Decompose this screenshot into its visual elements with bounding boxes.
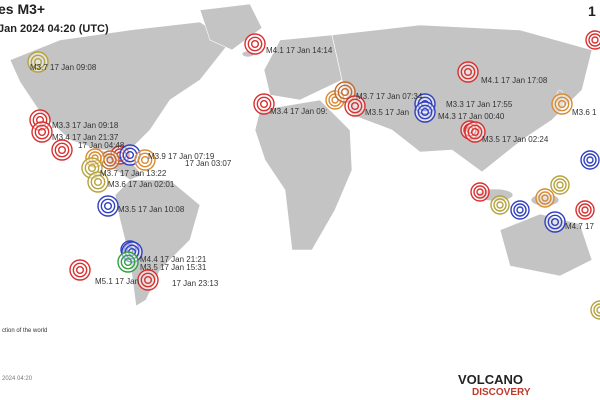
quake-ring xyxy=(581,206,589,214)
quake-ring xyxy=(586,156,594,164)
quake-label: M3.7 17 Jan 07:34 xyxy=(356,92,423,101)
quake-ring xyxy=(578,203,592,217)
quake-label: M3.3 17 Jan 17:55 xyxy=(446,100,513,109)
quake-ring xyxy=(553,178,567,192)
quake-label: M4.1 17 Jan 14:14 xyxy=(266,46,333,55)
quake-ring xyxy=(34,124,50,140)
quake-label: M3.6 1 xyxy=(572,108,597,117)
quake-ring xyxy=(556,181,564,189)
quake-ring xyxy=(417,104,433,120)
quake-label: M3.7 17 Jan 09:08 xyxy=(30,63,97,72)
quake-ring xyxy=(596,306,600,314)
quake-ring xyxy=(259,99,269,109)
quake-ring xyxy=(140,155,150,165)
quake-ring xyxy=(256,96,272,112)
south-america xyxy=(114,179,201,307)
quake-ring xyxy=(106,156,114,164)
quake-ring xyxy=(541,194,549,202)
quake-ring xyxy=(103,201,113,211)
quake-ring xyxy=(585,30,600,50)
quake-label: M4.1 17 Jan 17:08 xyxy=(481,76,548,85)
quake-ring xyxy=(100,198,116,214)
quake-ring xyxy=(496,201,504,209)
footer-time: 2024 04:20 xyxy=(2,376,33,382)
quake-label: M3.5 17 Jan 10:08 xyxy=(118,205,185,214)
quake-layer xyxy=(27,30,600,320)
quake-ring xyxy=(337,84,353,100)
quake-label: M3.5 17 Jan xyxy=(365,108,409,117)
quake-ring xyxy=(467,124,483,140)
quake-ring xyxy=(593,303,600,317)
quake-ring xyxy=(516,206,524,214)
quake-label: M4.4 17 Jan 21:21 xyxy=(140,255,207,264)
quake-ring xyxy=(90,174,106,190)
quake-ring xyxy=(93,177,103,187)
quake-ring xyxy=(123,257,133,267)
quake-ring xyxy=(350,101,360,111)
subtitle: Jan 2024 04:20 (UTC) xyxy=(0,23,109,35)
quake-label: M3.6 17 Jan 02:01 xyxy=(108,180,175,189)
quake-ring xyxy=(513,203,527,217)
quake-ring xyxy=(87,163,97,173)
quake-label: M3.3 17 Jan 09:18 xyxy=(52,121,119,130)
quake-ring xyxy=(340,87,350,97)
quake-label: M5.1 17 Jan xyxy=(95,277,139,286)
quake-ring xyxy=(588,33,600,47)
quake-label: 17 Jan 23:13 xyxy=(172,279,219,288)
quake-ring xyxy=(250,39,260,49)
logo-line1: VOLCANO xyxy=(458,372,523,387)
quake-ring xyxy=(30,54,46,70)
quake-ring xyxy=(460,64,476,80)
quake-ring xyxy=(557,99,567,109)
quake-ring xyxy=(591,36,599,44)
quake-label: M3.5 17 Jan 15:31 xyxy=(140,263,207,272)
quake-ring xyxy=(125,150,135,160)
quake-ring xyxy=(550,217,560,227)
quake-ring xyxy=(54,142,70,158)
quake-ring xyxy=(473,185,487,199)
quake-ring xyxy=(37,127,47,137)
quake-ring xyxy=(547,214,563,230)
quake-label: M3.9 17 Jan 07:19 xyxy=(148,152,215,161)
quake-ring xyxy=(590,300,600,320)
quake-ring xyxy=(33,57,43,67)
quake-ring xyxy=(538,191,552,205)
africa xyxy=(254,99,353,251)
logo-line2: DISCOVERY xyxy=(472,387,531,398)
quake-label: 17 Jan 03:07 xyxy=(185,159,232,168)
quake-ring xyxy=(72,262,88,278)
quake-ring xyxy=(137,152,153,168)
quake-ring xyxy=(57,145,67,155)
footer-note: ction of the world xyxy=(2,328,47,334)
quake-ring xyxy=(75,265,85,275)
quake-ring xyxy=(120,254,136,270)
quake-ring xyxy=(143,275,153,285)
quake-ring xyxy=(493,198,507,212)
title: es M3+ xyxy=(0,1,45,17)
quake-label: M4.3 17 Jan 00:40 xyxy=(438,112,505,121)
quake-label: M4.7 17 xyxy=(565,222,594,231)
quake-label: M3.7 17 Jan 13:22 xyxy=(100,169,167,178)
quake-ring xyxy=(420,107,430,117)
quake-ring xyxy=(470,127,480,137)
quake-label: M3.4 17 Jan 09: xyxy=(270,107,327,116)
asia xyxy=(331,24,593,173)
quake-ring xyxy=(554,96,570,112)
quake-label: M3.5 17 Jan 02:24 xyxy=(482,135,549,144)
quake-ring xyxy=(140,272,156,288)
quake-ring xyxy=(583,153,597,167)
quake-ring xyxy=(463,67,473,77)
quake-ring xyxy=(476,188,484,196)
quake-label: 17 Jan 04:48 xyxy=(78,141,125,150)
quake-ring xyxy=(347,98,363,114)
quake-ring xyxy=(247,36,263,52)
corner-text: 1 xyxy=(588,3,596,19)
australia xyxy=(499,213,593,277)
quake-label: M3.4 17 Jan 21:37 xyxy=(52,133,119,142)
